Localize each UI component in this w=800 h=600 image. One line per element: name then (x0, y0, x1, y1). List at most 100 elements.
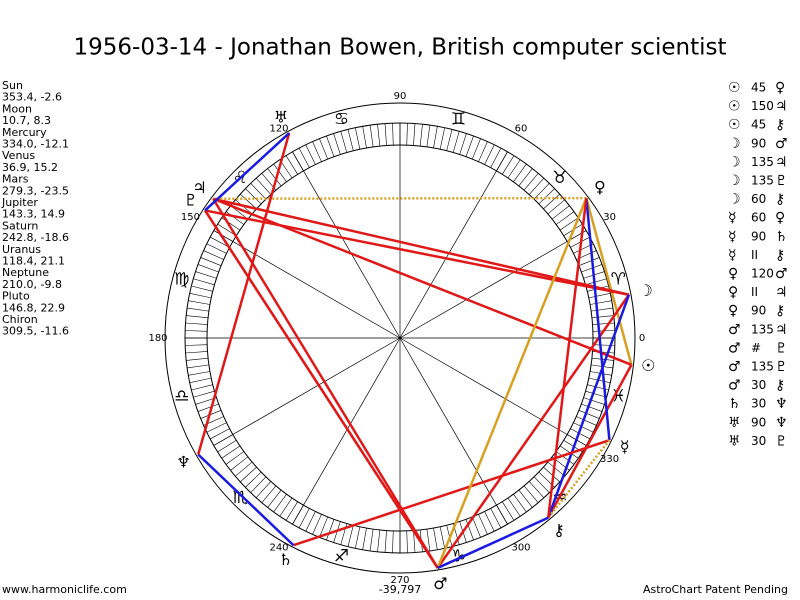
ring-tick (484, 511, 495, 532)
house-spoke (399, 337, 587, 446)
planet-glyph: ♆ (176, 453, 190, 472)
planet-position: 242.8, -18.6 (2, 231, 69, 244)
ring-tick (285, 501, 298, 521)
ring-tick (507, 497, 521, 517)
ring-tick (191, 285, 213, 292)
aspect-from: ☉ (728, 80, 741, 96)
aspect-line (436, 294, 630, 569)
ring-tick (538, 188, 555, 205)
ring-tick (193, 390, 215, 398)
ring-tick (240, 466, 257, 483)
ring-tick (446, 129, 453, 151)
aspect-to: ♂ (775, 266, 788, 282)
planet-glyph: ♄ (279, 550, 293, 569)
planet-position: 36.9, 15.2 (2, 161, 58, 174)
house-spoke (399, 230, 587, 339)
house-spoke (213, 337, 401, 446)
ring-tick (235, 461, 253, 477)
ring-tick (369, 529, 374, 551)
degree-label: 90 (394, 91, 407, 102)
ring-tick (392, 530, 394, 553)
ring-tick (273, 493, 287, 513)
aspect-from: ☿ (728, 247, 737, 263)
aspect-from: ♅ (728, 415, 741, 431)
ring-tick (472, 516, 481, 538)
aspect-from: ♂ (728, 340, 741, 356)
planet-glyph: ♀ (594, 177, 606, 196)
ring-tick (490, 148, 502, 168)
aspect-line (293, 438, 610, 547)
degree-label: 270 (390, 575, 409, 586)
ring-tick (591, 315, 614, 319)
aspect-to: ♀ (775, 210, 785, 226)
planet-name: Mars (2, 173, 29, 186)
ring-tick (551, 205, 570, 220)
ring-tick (570, 428, 590, 440)
planet-position: 143.3, 14.9 (2, 208, 65, 221)
planet-glyph: ☿ (620, 437, 630, 456)
ring-tick (221, 445, 241, 459)
ring-tick (377, 529, 381, 552)
ring-tick (555, 451, 575, 465)
aspect-to: ♃ (775, 154, 788, 170)
aspect-to: ♇ (775, 433, 788, 449)
aspect-from: ☽ (728, 192, 741, 208)
aspect-to: ♃ (775, 99, 788, 115)
zodiac-sign: ♍ (174, 270, 189, 290)
ring-tick (459, 133, 467, 155)
degree-label: 150 (181, 212, 200, 223)
ring-tick (186, 357, 209, 361)
aspect-from: ☉ (728, 99, 741, 115)
planet-glyph: ☉ (641, 356, 655, 375)
planet-position: 10.7, 8.3 (2, 114, 51, 127)
ring-tick (523, 485, 539, 503)
aspect-from: ☿ (728, 210, 737, 226)
ring-tick (581, 264, 603, 273)
ring-tick (452, 131, 460, 153)
ring-tick (203, 250, 224, 260)
ring-tick (189, 377, 212, 383)
ring-tick (377, 124, 381, 147)
ring-tick (210, 428, 230, 440)
outer-circle (164, 102, 636, 574)
aspect-from: ♀ (728, 266, 738, 282)
aspect-value: 30 (751, 434, 766, 448)
aspect-from: ♂ (728, 359, 741, 375)
planet-position: 309.5, -11.6 (2, 325, 69, 338)
aspect-to: ⚷ (775, 247, 785, 263)
ring-tick (197, 403, 219, 412)
planet-name: Saturn (2, 219, 38, 232)
ring-tick (255, 481, 272, 498)
ring-tick (285, 155, 298, 175)
ring-tick (326, 519, 335, 541)
planet-name: Sun (2, 79, 23, 92)
ring-tick (413, 530, 416, 553)
degree-label: 330 (600, 454, 619, 465)
degree-label: 30 (603, 212, 616, 223)
aspect-value: 30 (751, 378, 766, 392)
ring-tick (188, 300, 210, 305)
ring-tick (355, 526, 361, 549)
ring-tick (465, 519, 474, 541)
ring-tick (185, 322, 208, 325)
zodiac-sign: ♎ (174, 386, 189, 406)
ring-tick (273, 163, 287, 183)
ring-tick (578, 257, 600, 266)
zodiac-sign: ♓ (611, 386, 626, 406)
ring-tick (384, 530, 387, 553)
ring-tick (523, 173, 539, 191)
house-spoke (399, 151, 508, 339)
aspect-to: ♆ (775, 415, 788, 431)
planet-name: Chiron (2, 313, 38, 326)
aspect-value: 135 (751, 174, 774, 188)
ring-tick (585, 278, 607, 286)
ring-tick (319, 516, 328, 538)
ring-tick (186, 315, 209, 319)
aspect-from: ♂ (728, 378, 741, 394)
aspect-value: 30 (751, 397, 766, 411)
ring-tick (439, 127, 445, 150)
aspect-to: ♇ (775, 173, 788, 189)
ring-tick (298, 148, 310, 168)
ring-tick (413, 123, 416, 146)
planet-position: 118.4, 21.1 (2, 255, 65, 268)
